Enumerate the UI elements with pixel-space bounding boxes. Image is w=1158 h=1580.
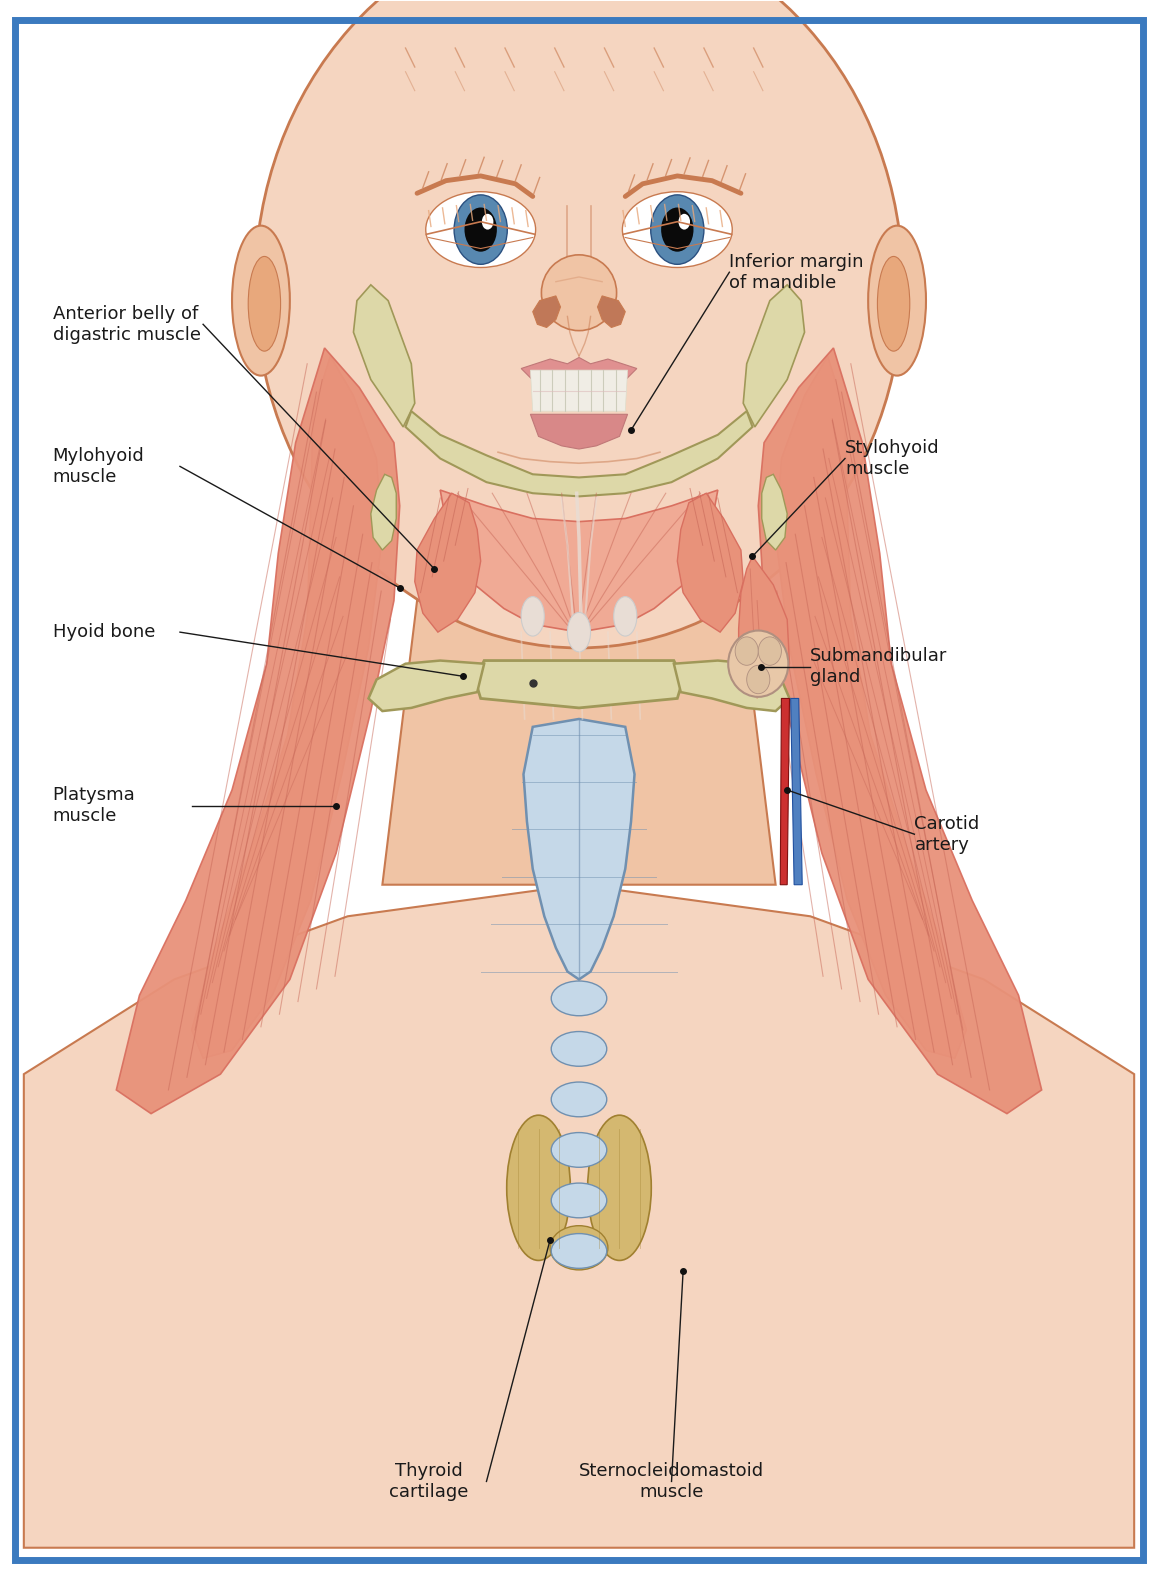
Ellipse shape bbox=[651, 194, 704, 264]
Polygon shape bbox=[382, 379, 776, 885]
Circle shape bbox=[464, 207, 497, 251]
Text: Inferior margin
of mandible: Inferior margin of mandible bbox=[730, 253, 864, 292]
Ellipse shape bbox=[587, 1115, 651, 1261]
Text: Anterior belly of
digastric muscle: Anterior belly of digastric muscle bbox=[53, 305, 200, 344]
Polygon shape bbox=[776, 356, 967, 1059]
Polygon shape bbox=[405, 411, 753, 496]
Ellipse shape bbox=[728, 630, 789, 697]
Polygon shape bbox=[24, 885, 1134, 1548]
Polygon shape bbox=[116, 348, 400, 1114]
Polygon shape bbox=[533, 295, 560, 327]
Ellipse shape bbox=[622, 191, 732, 267]
Polygon shape bbox=[530, 414, 628, 449]
Ellipse shape bbox=[454, 194, 507, 264]
Text: Submandibular
gland: Submandibular gland bbox=[811, 648, 947, 686]
Ellipse shape bbox=[551, 1133, 607, 1168]
Text: Thyroid
cartilage: Thyroid cartilage bbox=[389, 1462, 468, 1501]
Polygon shape bbox=[762, 474, 787, 550]
Ellipse shape bbox=[426, 191, 536, 267]
Ellipse shape bbox=[542, 254, 616, 330]
Text: Platysma
muscle: Platysma muscle bbox=[53, 787, 135, 825]
Ellipse shape bbox=[758, 637, 782, 665]
Text: Sternocleidomastoid
muscle: Sternocleidomastoid muscle bbox=[579, 1462, 764, 1501]
Ellipse shape bbox=[232, 226, 290, 376]
Ellipse shape bbox=[551, 981, 607, 1016]
Ellipse shape bbox=[551, 1183, 607, 1218]
Ellipse shape bbox=[521, 597, 544, 637]
Ellipse shape bbox=[878, 256, 910, 351]
Polygon shape bbox=[521, 357, 637, 386]
Polygon shape bbox=[368, 660, 484, 711]
Text: Carotid
artery: Carotid artery bbox=[915, 815, 980, 853]
Circle shape bbox=[661, 207, 694, 251]
Ellipse shape bbox=[551, 1234, 607, 1269]
Polygon shape bbox=[739, 556, 790, 698]
Polygon shape bbox=[415, 493, 481, 632]
Polygon shape bbox=[530, 370, 628, 411]
Polygon shape bbox=[523, 719, 635, 980]
Text: Stylohyoid
muscle: Stylohyoid muscle bbox=[845, 439, 939, 477]
Circle shape bbox=[679, 213, 690, 229]
Polygon shape bbox=[191, 356, 382, 1059]
Polygon shape bbox=[758, 348, 1042, 1114]
Polygon shape bbox=[791, 698, 802, 885]
Ellipse shape bbox=[255, 0, 903, 648]
Ellipse shape bbox=[747, 665, 770, 694]
Polygon shape bbox=[353, 284, 415, 427]
Polygon shape bbox=[743, 284, 805, 427]
Ellipse shape bbox=[550, 1226, 608, 1270]
Circle shape bbox=[482, 213, 493, 229]
Polygon shape bbox=[674, 660, 790, 711]
Ellipse shape bbox=[551, 1082, 607, 1117]
Ellipse shape bbox=[868, 226, 926, 376]
Ellipse shape bbox=[551, 1032, 607, 1066]
Polygon shape bbox=[440, 490, 718, 632]
Text: Hyoid bone: Hyoid bone bbox=[53, 623, 155, 641]
Polygon shape bbox=[598, 295, 625, 327]
Polygon shape bbox=[677, 493, 743, 632]
Ellipse shape bbox=[248, 256, 280, 351]
Polygon shape bbox=[780, 698, 790, 885]
Polygon shape bbox=[475, 660, 683, 708]
Text: Mylohyoid
muscle: Mylohyoid muscle bbox=[53, 447, 145, 485]
Ellipse shape bbox=[735, 637, 758, 665]
Ellipse shape bbox=[507, 1115, 571, 1261]
Ellipse shape bbox=[567, 613, 591, 653]
Ellipse shape bbox=[614, 597, 637, 637]
Polygon shape bbox=[371, 474, 396, 550]
